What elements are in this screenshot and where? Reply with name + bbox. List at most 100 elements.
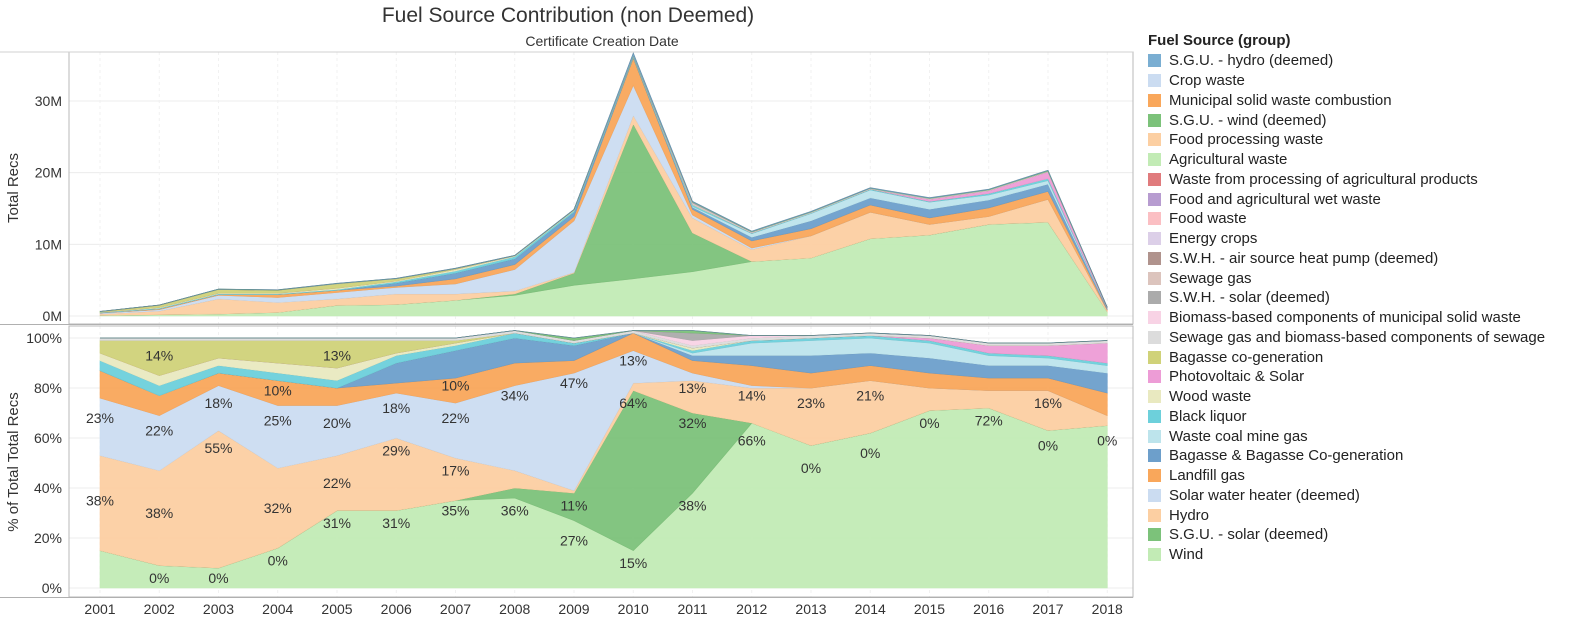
data-label: 35% — [441, 503, 469, 519]
legend-item[interactable]: S.G.U. - solar (deemed) — [1148, 525, 1588, 545]
legend-swatch — [1148, 330, 1161, 344]
data-label: 17% — [441, 463, 469, 479]
data-label: 0% — [208, 570, 228, 586]
legend-item[interactable]: S.W.H. - solar (deemed) — [1148, 288, 1588, 308]
x-tick-label: 2017 — [1032, 601, 1063, 617]
data-label: 20% — [323, 415, 351, 431]
bottom-y-axis-title: % of Total Total Recs — [5, 392, 22, 532]
data-label: 22% — [441, 410, 469, 426]
legend-item[interactable]: Bagasse co-generation — [1148, 347, 1588, 367]
legend-item[interactable]: Food waste — [1148, 209, 1588, 229]
x-tick-label: 2013 — [795, 601, 826, 617]
top-area-s-g-u-hydro-deemed — [99, 52, 1108, 312]
legend: Fuel Source (group) S.G.U. - hydro (deem… — [1148, 32, 1588, 565]
data-label: 22% — [323, 475, 351, 491]
legend-label: S.G.U. - wind (deemed) — [1169, 111, 1327, 129]
legend-swatch — [1148, 508, 1161, 522]
legend-label: Sewage gas — [1169, 269, 1252, 287]
x-tick-label: 2007 — [440, 601, 471, 617]
x-tick-label: 2001 — [84, 601, 115, 617]
data-label: 0% — [860, 445, 880, 461]
data-label: 18% — [204, 395, 232, 411]
legend-swatch — [1148, 192, 1161, 206]
legend-item[interactable]: Crop waste — [1148, 71, 1588, 91]
data-label: 13% — [678, 380, 706, 396]
data-label: 11% — [561, 498, 588, 514]
legend-swatch — [1148, 153, 1161, 167]
bottom-area-s-g-u-hydro-deemed — [100, 330, 1108, 344]
legend-label: Bagasse co-generation — [1169, 348, 1324, 366]
legend-swatch — [1148, 93, 1161, 107]
legend-label: Food processing waste — [1169, 131, 1324, 149]
legend-items: S.G.U. - hydro (deemed) Crop waste Municip… — [1148, 51, 1588, 565]
bottom-y-tick-label: 40% — [34, 480, 62, 496]
legend-label: Bagasse & Bagasse Co-generation — [1169, 447, 1404, 465]
legend-label: S.W.H. - air source heat pump (deemed) — [1169, 249, 1439, 267]
legend-item[interactable]: Landfill gas — [1148, 466, 1588, 486]
legend-swatch — [1148, 113, 1161, 127]
legend-label: Biomass-based components of municipal so… — [1169, 309, 1521, 327]
legend-swatch — [1148, 548, 1161, 562]
legend-item[interactable]: S.G.U. - wind (deemed) — [1148, 110, 1588, 130]
legend-item[interactable]: Sewage gas and biomass-based components … — [1148, 328, 1588, 348]
legend-item[interactable]: Food and agricultural wet waste — [1148, 189, 1588, 209]
x-tick-label: 2010 — [618, 601, 649, 617]
data-label: 16% — [1034, 395, 1062, 411]
x-tick-label: 2016 — [973, 601, 1004, 617]
data-labels: 23% 38% 0% 38% 22% 14% 0% 55% 18% 0% 32% 25% 10% 31% 2… — [86, 348, 1117, 587]
legend-label: S.G.U. - hydro (deemed) — [1169, 52, 1334, 70]
data-label: 13% — [323, 348, 351, 364]
legend-label: Energy crops — [1169, 230, 1258, 248]
data-label: 13% — [619, 353, 647, 369]
legend-swatch — [1148, 212, 1161, 226]
legend-item[interactable]: Solar water heater (deemed) — [1148, 486, 1588, 506]
top-panel-areas — [99, 51, 1108, 317]
legend-item[interactable]: Wind — [1148, 545, 1588, 565]
x-tick-label: 2008 — [499, 601, 530, 617]
data-label: 31% — [323, 515, 351, 531]
legend-item[interactable]: Agricultural waste — [1148, 150, 1588, 170]
legend-item[interactable]: Sewage gas — [1148, 268, 1588, 288]
legend-swatch — [1148, 370, 1161, 384]
data-label: 32% — [264, 500, 292, 516]
bottom-y-tick-label: 0% — [42, 580, 62, 596]
x-tick-label: 2005 — [321, 601, 352, 617]
legend-label: Wind — [1169, 546, 1204, 564]
data-label: 29% — [382, 443, 410, 459]
x-tick-label: 2012 — [736, 601, 767, 617]
legend-item[interactable]: Hydro — [1148, 505, 1588, 525]
legend-item[interactable]: Photovoltaic & Solar — [1148, 367, 1588, 387]
legend-label: Food and agricultural wet waste — [1169, 190, 1381, 208]
legend-swatch — [1148, 449, 1161, 463]
legend-label: Landfill gas — [1169, 467, 1245, 485]
legend-item[interactable]: Food processing waste — [1148, 130, 1588, 150]
data-label: 64% — [619, 395, 647, 411]
bottom-y-tick-label: 80% — [34, 380, 62, 396]
legend-swatch — [1148, 409, 1161, 423]
bottom-y-tick-label: 20% — [34, 530, 62, 546]
data-label: 0% — [149, 570, 169, 586]
legend-item[interactable]: Bagasse & Bagasse Co-generation — [1148, 446, 1588, 466]
legend-item[interactable]: Waste from processing of agricultural pr… — [1148, 170, 1588, 190]
x-tick-label: 2014 — [855, 601, 886, 617]
legend-item[interactable]: S.W.H. - air source heat pump (deemed) — [1148, 249, 1588, 269]
legend-swatch — [1148, 291, 1161, 305]
legend-item[interactable]: Wood waste — [1148, 387, 1588, 407]
legend-label: Wood waste — [1169, 388, 1252, 406]
legend-item[interactable]: Municipal solid waste combustion — [1148, 91, 1588, 111]
legend-item[interactable]: Waste coal mine gas — [1148, 426, 1588, 446]
legend-item[interactable]: Black liquor — [1148, 407, 1588, 427]
top-y-tick-label: 10M — [35, 236, 62, 252]
legend-label: Sewage gas and biomass-based components … — [1169, 328, 1546, 346]
data-label: 0% — [801, 460, 821, 476]
legend-title: Fuel Source (group) — [1148, 32, 1291, 49]
legend-item[interactable]: Energy crops — [1148, 229, 1588, 249]
legend-label: Black liquor — [1169, 407, 1247, 425]
legend-swatch — [1148, 271, 1161, 285]
data-label: 0% — [1038, 438, 1058, 454]
data-label: 23% — [86, 410, 114, 426]
legend-label: S.G.U. - solar (deemed) — [1169, 526, 1329, 544]
legend-item[interactable]: Biomass-based components of municipal so… — [1148, 308, 1588, 328]
data-label: 0% — [919, 415, 939, 431]
legend-item[interactable]: S.G.U. - hydro (deemed) — [1148, 51, 1588, 71]
